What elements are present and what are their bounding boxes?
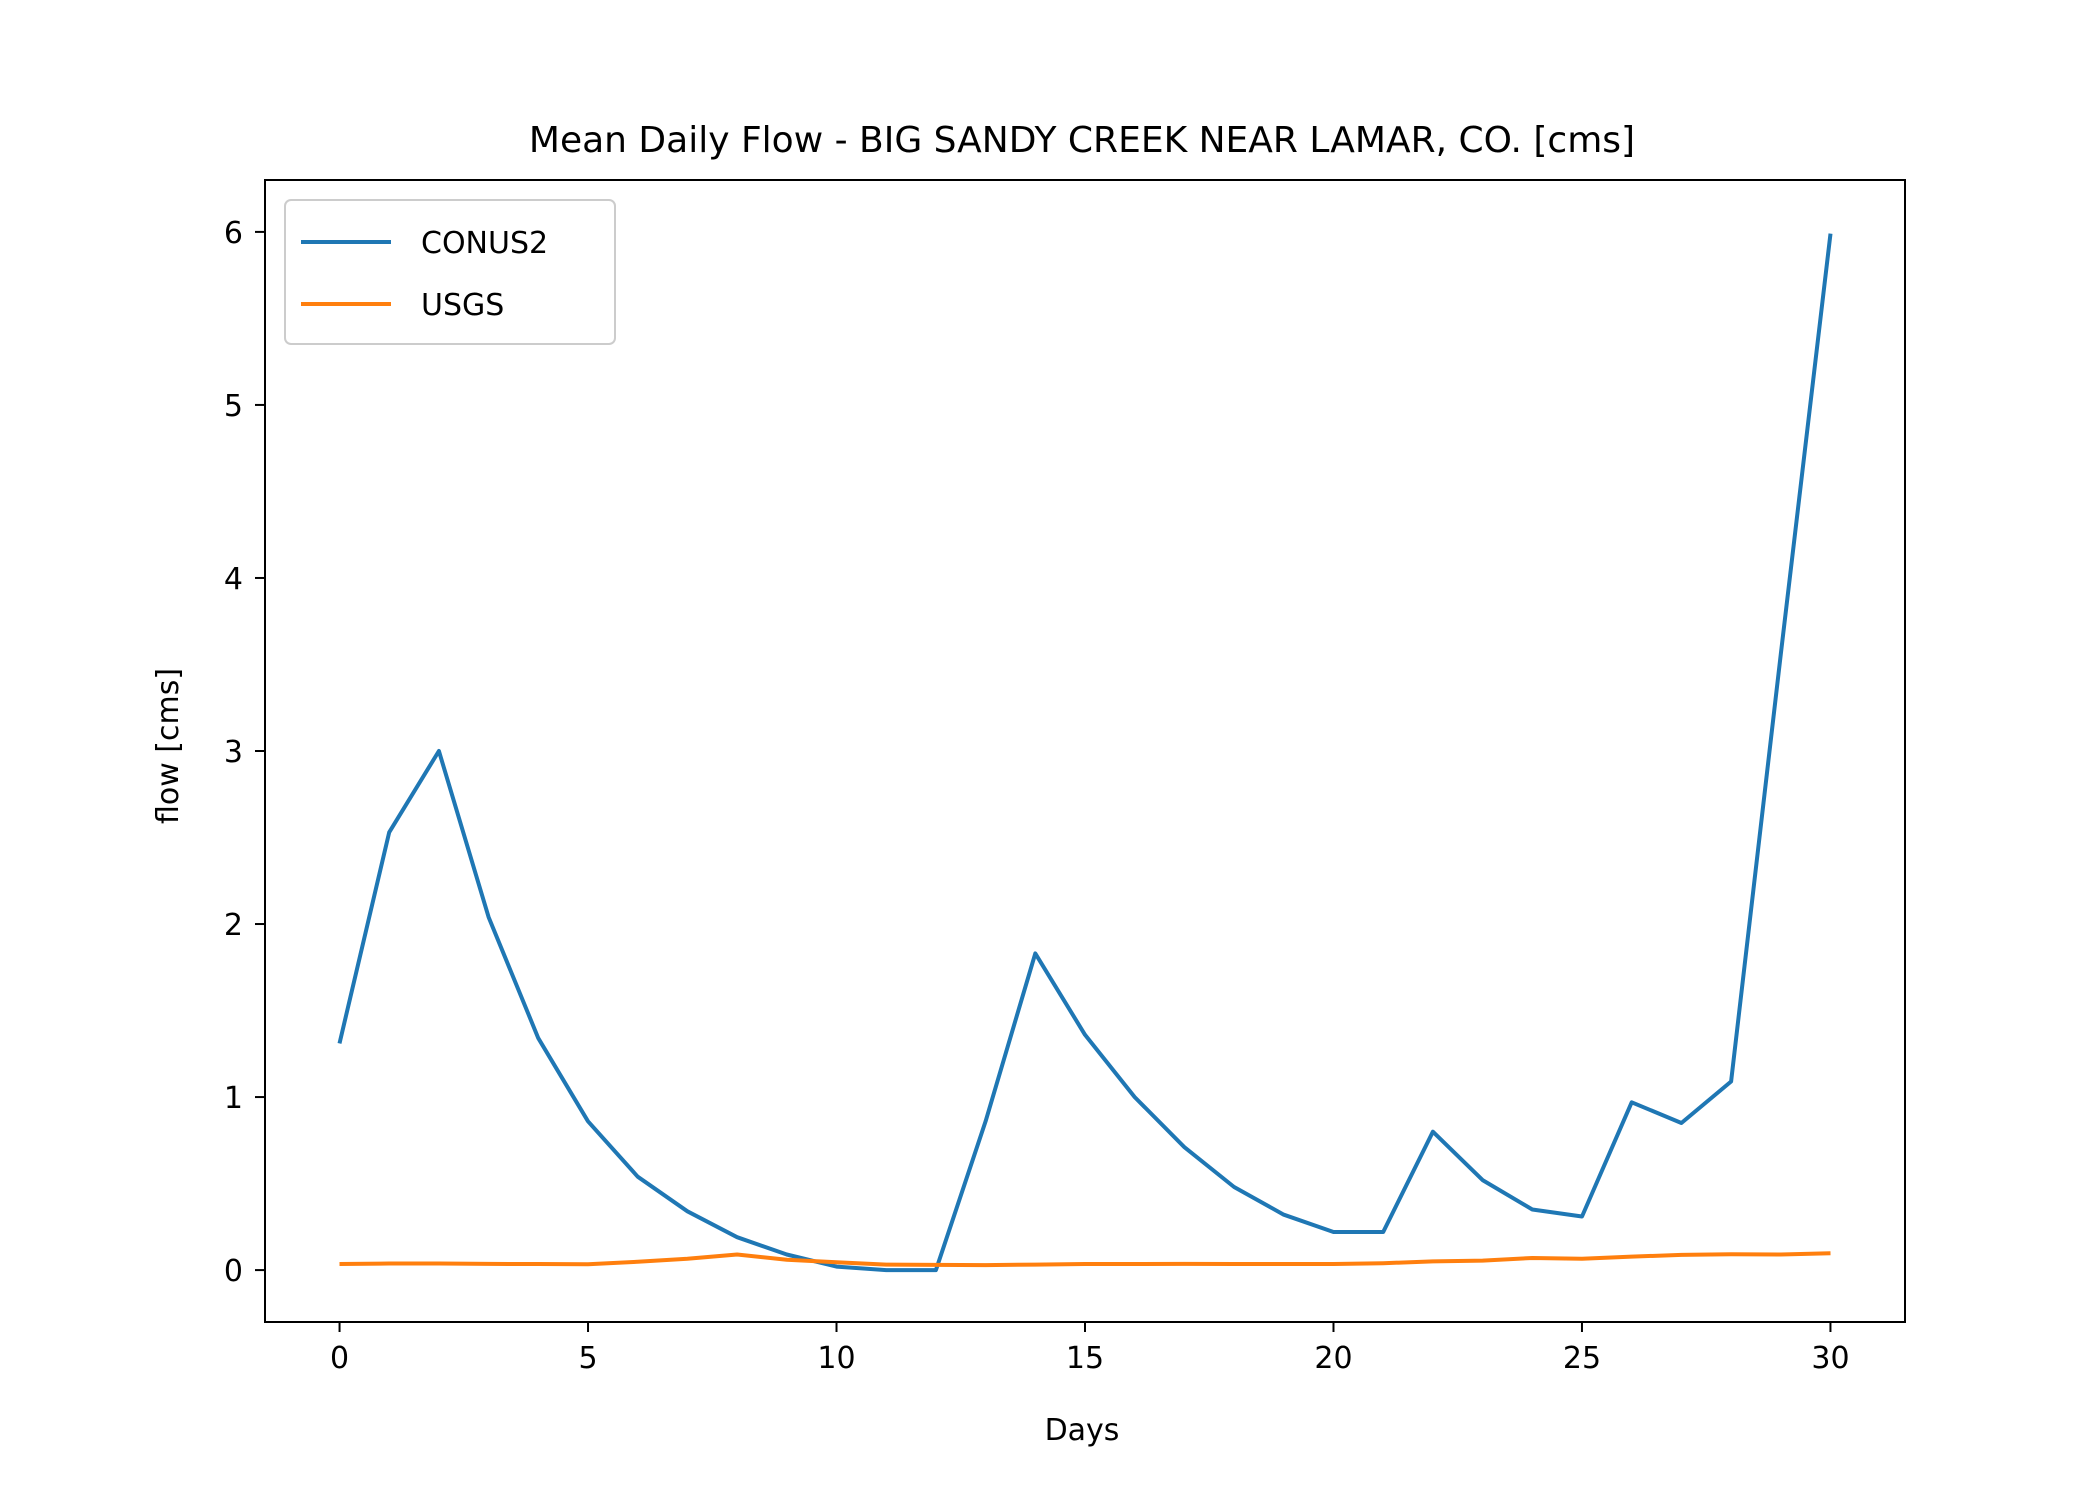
y-tick-label: 5: [224, 389, 243, 424]
x-tick-label: 15: [1066, 1341, 1104, 1376]
y-tick-label: 1: [224, 1081, 243, 1116]
x-tick-label: 25: [1563, 1341, 1601, 1376]
legend-label-usgs: USGS: [421, 288, 504, 323]
y-tick-label: 6: [224, 216, 243, 251]
plot-area: 0 5 10 15 20 25 30 0 1 2 3 4 5 6: [224, 179, 1906, 1376]
x-tick-label: 10: [817, 1341, 855, 1376]
x-axis-label: Days: [1045, 1413, 1120, 1448]
y-tick-label: 0: [224, 1254, 243, 1289]
legend: CONUS2 USGS: [284, 199, 616, 345]
series-line-usgs: [339, 1251, 1831, 1268]
y-tick-label: 4: [224, 562, 243, 597]
x-tick-label: 20: [1314, 1341, 1352, 1376]
x-tick-label: 30: [1811, 1341, 1849, 1376]
x-tick-label: 5: [578, 1341, 597, 1376]
legend-label-conus2: CONUS2: [421, 226, 548, 261]
legend-box: [284, 199, 616, 345]
series-line-conus2: [337, 233, 1833, 1273]
y-tick-label: 3: [224, 735, 243, 770]
chart-title: Mean Daily Flow - BIG SANDY CREEK NEAR L…: [529, 120, 1635, 161]
y-axis-label: flow [cms]: [151, 668, 186, 824]
y-tick-label: 2: [224, 908, 243, 943]
x-tick-label: 0: [330, 1341, 349, 1376]
plot-frame: [264, 179, 1906, 1323]
